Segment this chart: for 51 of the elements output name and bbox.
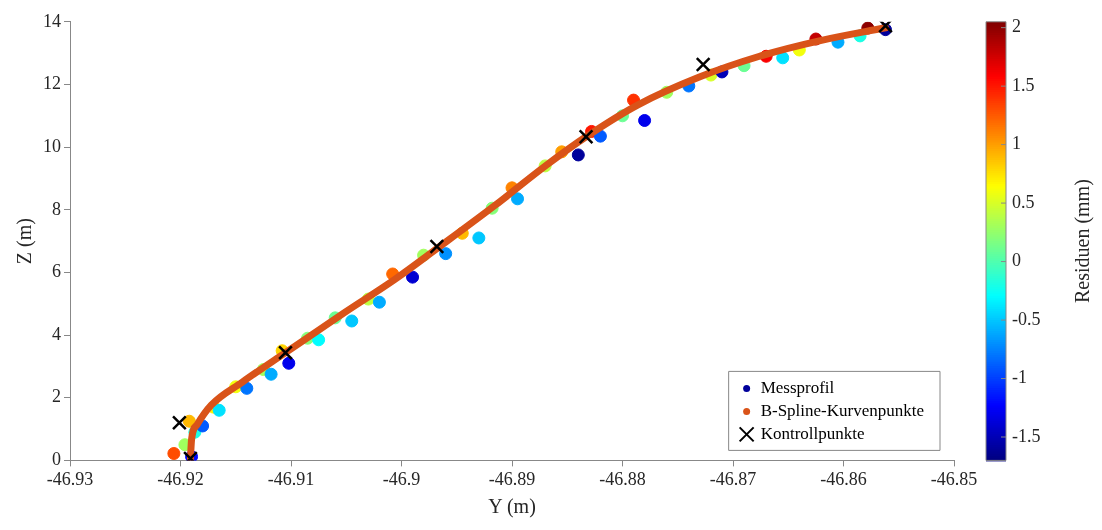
x-tick-label: -46.87 xyxy=(709,468,757,489)
point xyxy=(472,231,486,245)
point xyxy=(277,345,294,361)
point xyxy=(776,51,790,65)
x-tick-label: -46.9 xyxy=(382,468,421,489)
point xyxy=(571,148,585,162)
color-bar-label: -0.5 xyxy=(1012,308,1041,329)
point xyxy=(345,314,359,328)
point xyxy=(638,113,652,127)
y-tick-label: 10 xyxy=(43,135,61,156)
color-bar-label: 0 xyxy=(1012,250,1021,271)
x-tick-label: -46.91 xyxy=(267,468,315,489)
color-bar-title: Residuen (mm) xyxy=(1071,179,1095,304)
y-tick-label: 6 xyxy=(52,261,61,282)
point xyxy=(695,56,711,73)
color-bar-label: -1.5 xyxy=(1012,425,1041,446)
y-axis-title: Z (m) xyxy=(13,218,37,265)
x-tick-label: -46.89 xyxy=(488,468,536,489)
y-tick-label: 14 xyxy=(43,10,61,31)
point xyxy=(312,333,326,347)
point xyxy=(429,238,445,255)
x-tick-label: -46.92 xyxy=(157,468,204,489)
point xyxy=(439,247,453,261)
point xyxy=(511,192,525,206)
point xyxy=(171,415,188,431)
point xyxy=(406,270,420,284)
x-tick-label: -46.93 xyxy=(46,468,94,489)
point xyxy=(212,403,226,417)
y-tick-label: 4 xyxy=(52,323,61,344)
x-tick-label: -46.85 xyxy=(930,468,978,489)
color-bar-label: -1 xyxy=(1012,367,1027,388)
y-tick-label: 2 xyxy=(52,386,61,407)
color-bar-label: 0.5 xyxy=(1012,191,1035,212)
x-tick-label: -46.88 xyxy=(599,468,646,489)
point xyxy=(264,367,278,381)
point xyxy=(578,129,594,145)
point xyxy=(182,414,196,428)
point xyxy=(282,356,296,370)
color-bar-label: 2 xyxy=(1012,16,1021,37)
x-tick-label: -46.86 xyxy=(820,468,867,489)
y-tick-label: 0 xyxy=(52,449,61,470)
y-tick-label: 12 xyxy=(43,73,61,94)
legend-label: Messprofil xyxy=(760,377,835,397)
point xyxy=(167,447,181,461)
legend-label: B-Spline-Kurvenpunkte xyxy=(760,400,924,420)
legend-label: Kontrollpunkte xyxy=(760,423,865,443)
point xyxy=(372,295,386,309)
x-axis-title: Y (m) xyxy=(488,495,536,519)
color-bar-label: 1 xyxy=(1012,133,1021,154)
color-bar-label: 1.5 xyxy=(1012,74,1035,95)
y-tick-label: 8 xyxy=(52,198,61,219)
